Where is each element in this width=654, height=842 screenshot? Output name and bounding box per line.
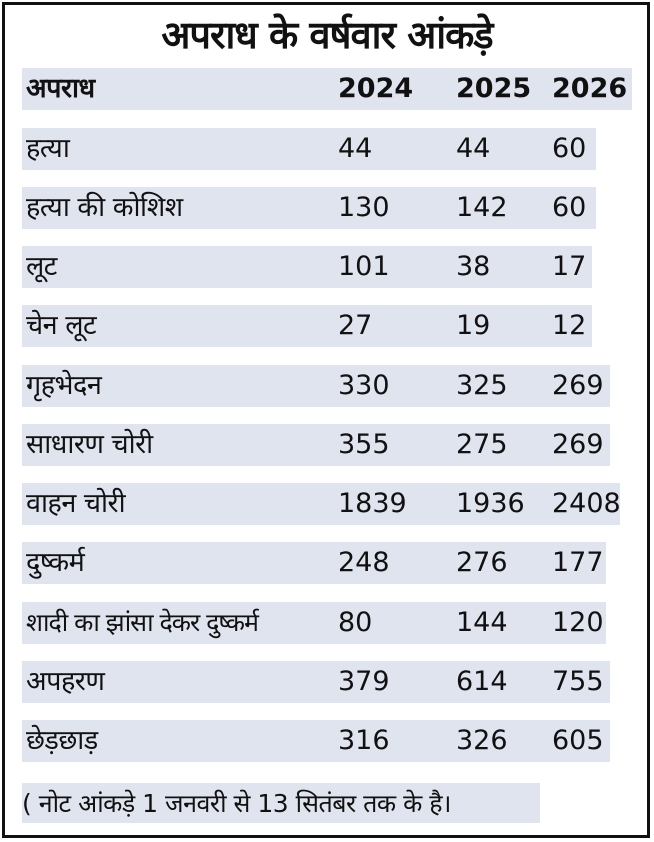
header-year-2025: 2025 [456,73,532,104]
value-2026: 755 [552,666,604,697]
footnote-text: ( नोट आंकड़े 1 जनवरी से 13 सितंबर तक के … [22,789,451,818]
value-2026: 605 [552,725,604,756]
value-2026: 60 [552,133,587,164]
row-band [22,602,606,644]
value-2024: 130 [338,192,390,223]
row-band [22,305,592,347]
value-2026: 17 [552,251,587,282]
value-2025: 275 [456,429,508,460]
header-year-2024: 2024 [338,73,414,104]
crime-name: साधारण चोरी [26,429,153,460]
crime-name: छेड़छाड़ [26,725,98,756]
value-2024: 101 [338,251,390,282]
crime-name: शादी का झांसा देकर दुष्कर्म [26,608,259,637]
value-2025: 44 [456,133,491,164]
table-row: छेड़छाड़ 316 326 605 [22,720,632,762]
table-row: अपहरण 379 614 755 [22,661,632,703]
value-2025: 19 [456,310,491,341]
value-2024: 1839 [338,488,407,519]
table-row: लूट 101 38 17 [22,246,632,288]
header-crime: अपराध [26,73,95,104]
row-band [22,783,540,823]
value-2024: 355 [338,429,390,460]
value-2025: 614 [456,666,508,697]
crime-name: लूट [26,251,57,282]
value-2026: 177 [552,547,604,578]
value-2024: 316 [338,725,390,756]
value-2026: 269 [552,429,604,460]
row-band [22,483,620,525]
value-2024: 27 [338,310,373,341]
value-2024: 379 [338,666,390,697]
page-title: अपराध के वर्षवार आंकड़े [161,13,493,57]
crime-name: चेन लूट [26,310,97,341]
table-row: वाहन चोरी 1839 1936 2408 [22,483,632,525]
row-band [22,542,606,584]
value-2025: 276 [456,547,508,578]
value-2026: 2408 [552,488,621,519]
table-row: दुष्कर्म 248 276 177 [22,542,632,584]
row-band [22,187,596,229]
crime-name: हत्या की कोशिश [26,192,183,223]
value-2024: 80 [338,607,373,638]
row-band [22,720,610,762]
value-2025: 1936 [456,488,525,519]
value-2026: 12 [552,310,587,341]
table-row: चेन लूट 27 19 12 [22,305,632,347]
row-band [22,661,610,703]
value-2025: 144 [456,607,508,638]
value-2024: 330 [338,370,390,401]
value-2025: 326 [456,725,508,756]
table-row: हत्या 44 44 60 [22,128,632,170]
table-row: शादी का झांसा देकर दुष्कर्म 80 144 120 [22,602,632,644]
value-2024: 44 [338,133,373,164]
value-2026: 120 [552,607,604,638]
table-row: गृहभेदन 330 325 269 [22,365,632,407]
value-2025: 325 [456,370,508,401]
crime-name: हत्या [26,133,70,164]
footnote: ( नोट आंकड़े 1 जनवरी से 13 सितंबर तक के … [22,783,540,823]
crime-name: दुष्कर्म [26,547,85,578]
row-band [22,365,610,407]
crime-name: अपहरण [26,666,105,697]
value-2024: 248 [338,547,390,578]
crime-name: वाहन चोरी [26,488,126,519]
table-row: हत्या की कोशिश 130 142 60 [22,187,632,229]
crime-name: गृहभेदन [26,370,102,401]
table-row: साधारण चोरी 355 275 269 [22,424,632,466]
value-2026: 269 [552,370,604,401]
row-band [22,128,596,170]
table-header-row: अपराध 2024 2025 2026 [22,68,632,110]
value-2026: 60 [552,192,587,223]
row-band [22,246,592,288]
row-band [22,68,632,110]
row-band [22,424,610,466]
value-2025: 38 [456,251,491,282]
header-year-2026: 2026 [552,73,628,104]
value-2025: 142 [456,192,508,223]
